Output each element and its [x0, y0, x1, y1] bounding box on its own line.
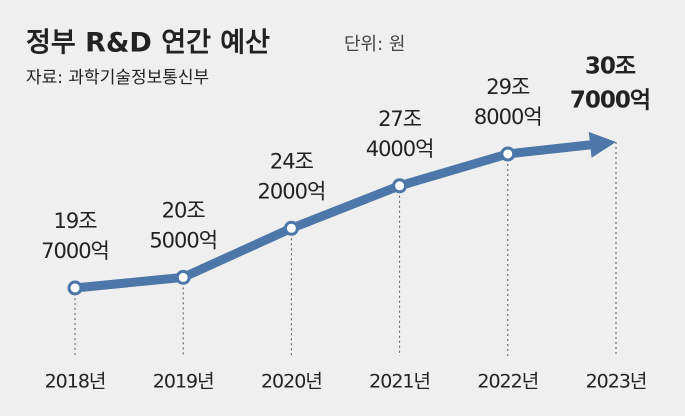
- point: [392, 178, 408, 194]
- data-label: 27조: [378, 107, 422, 131]
- chart-title: 정부 R&D 연간 예산: [26, 28, 270, 59]
- point: [500, 146, 516, 162]
- data-label: 7000억: [570, 88, 650, 114]
- data-label: 20조: [162, 198, 206, 222]
- chart-subtitle: 단위: 원: [344, 34, 405, 55]
- point: [175, 269, 191, 285]
- data-label: 29조: [486, 75, 530, 99]
- line: [74, 139, 601, 293]
- data-label: 19조: [53, 209, 97, 233]
- data-label: 7000억: [41, 239, 109, 263]
- point: [283, 220, 299, 236]
- data-label: 8000억: [474, 105, 542, 129]
- data-label: 24조: [270, 149, 314, 173]
- arrow-head: [588, 131, 616, 158]
- x-tick-label: 2021년: [369, 371, 430, 393]
- x-tick-label: 2023년: [586, 371, 647, 393]
- source: 자료: 과학기술정보통신부: [26, 68, 209, 88]
- x-tick-label: 2018년: [45, 371, 106, 393]
- x-tick-label: 2022년: [477, 371, 538, 393]
- data-label: 30조: [585, 54, 636, 80]
- x-tick-label: 2020년: [261, 371, 322, 393]
- data-label: 4000억: [366, 137, 434, 161]
- data-label: 2000억: [258, 179, 326, 203]
- x-tick-label: 2019년: [153, 371, 214, 393]
- point: [67, 280, 83, 296]
- data-label: 5000억: [149, 228, 217, 252]
